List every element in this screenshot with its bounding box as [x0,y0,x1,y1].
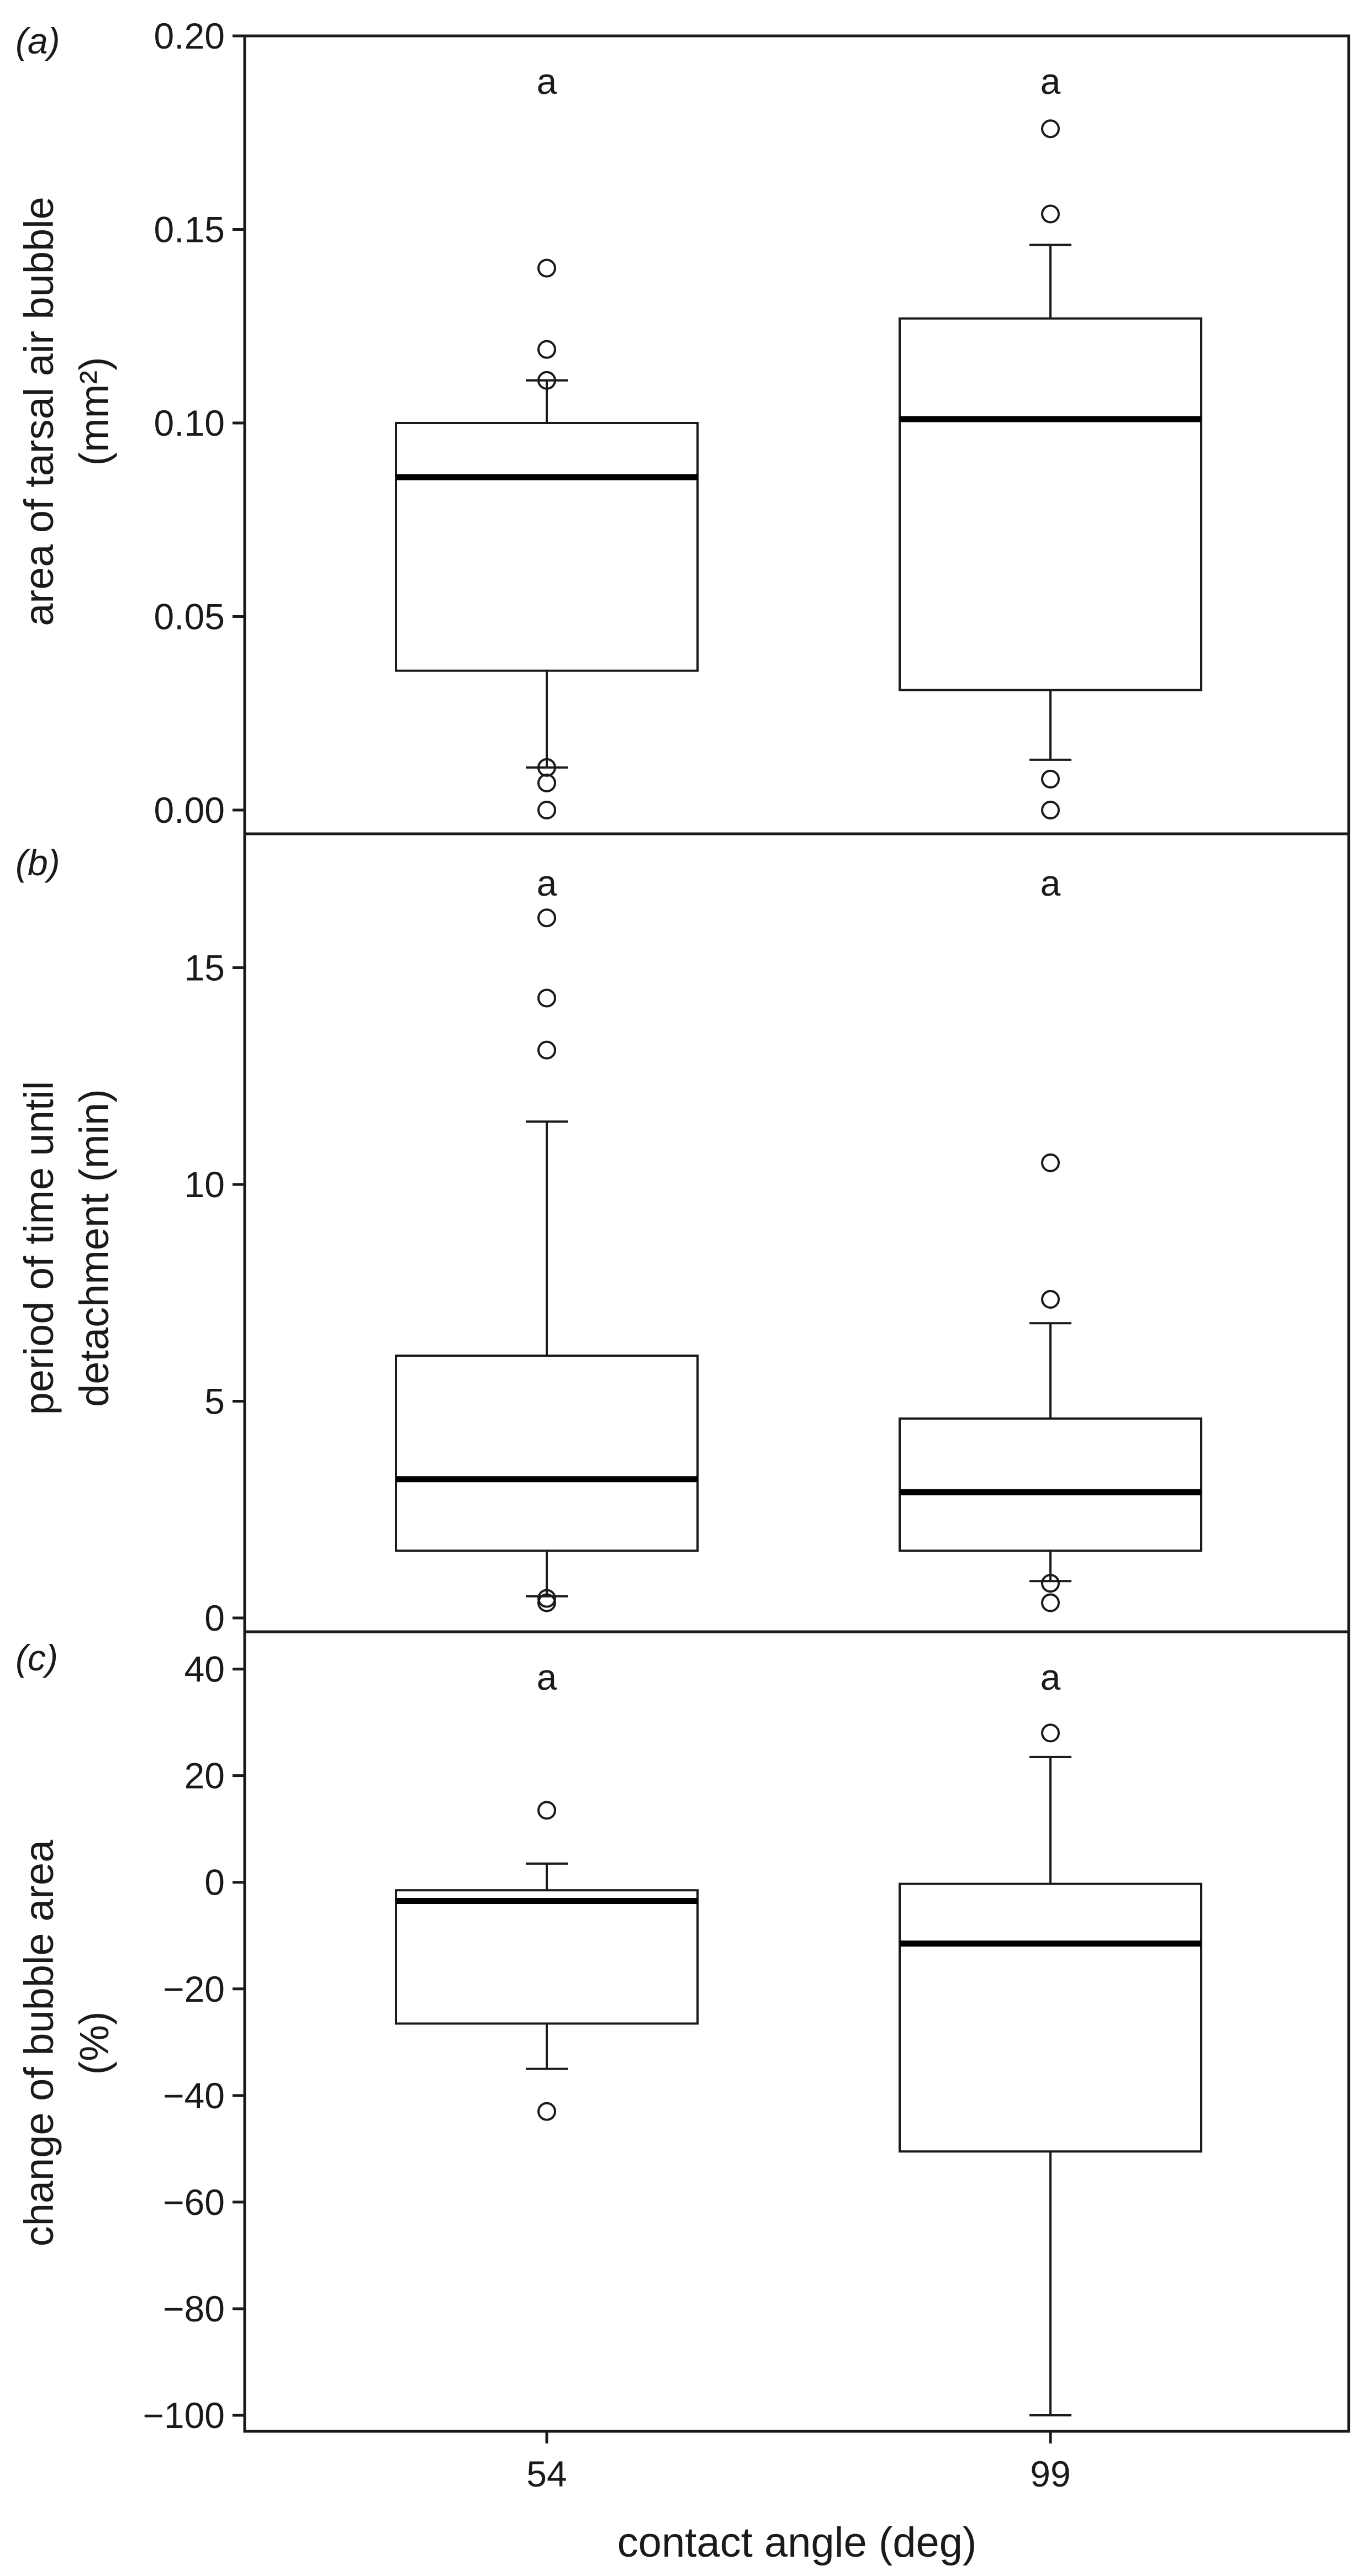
panel-b-yaxis: 0 5 10 15 [184,948,245,1638]
outlier-point [537,258,556,278]
outlier-point [537,340,556,359]
panel-c-xaxis: 54 99 [526,2431,1071,2494]
outlier-point [537,1040,556,1060]
outlier-point [1041,769,1060,789]
panel-a-ytick-label: 0.10 [154,403,225,443]
outlier-point [1041,1723,1060,1743]
panel-c-frame [243,1630,1350,2433]
panel-b-ylabel-line1: period of time until [16,1081,62,1415]
significance-letter: a [1040,863,1061,903]
iqr-box [899,1417,1202,1552]
panel-c-ytick-label: 20 [184,1755,225,1796]
panel-c-ytick-label: −20 [163,1969,225,2009]
significance-letter: a [1040,61,1061,102]
iqr-box [899,1882,1202,2153]
iqr-box [395,422,699,672]
significance-letter: a [537,61,557,102]
panel-c-box-54: a [395,1657,699,2121]
panel-a-ytick-label: 0.00 [154,790,225,831]
panel-c-ytick-label: −40 [163,2075,225,2116]
outlier-point [1041,1574,1060,1593]
panel-b: (b) period of time until detachment (min… [15,832,1350,1638]
iqr-box [395,1355,699,1552]
significance-letter: a [537,1657,557,1697]
panel-a-ylabel-line2: (mm²) [71,357,117,466]
panel-c-ytick-label: −100 [142,2395,225,2436]
panel-b-ytick-label: 0 [204,1598,225,1638]
outlier-point [537,1801,556,1820]
outlier-point [537,2102,556,2121]
outlier-point [537,371,556,390]
x-axis-label: contact angle (deg) [617,2519,977,2566]
outlier-point [537,1589,556,1608]
iqr-box [395,1889,699,2025]
panel-a-yaxis: 0.00 0.05 0.10 0.15 0.20 [154,15,245,831]
panel-c-ylabel-line2: (%) [71,2011,117,2075]
panel-c-ytick-label: −80 [163,2288,225,2329]
panel-b-box-54: a [395,863,699,1612]
panel-b-ytick-label: 15 [184,948,225,988]
outlier-point [537,988,556,1008]
panel-c-ytick-label: 40 [184,1649,225,1690]
outlier-point [1041,1153,1060,1172]
panel-c-label: (c) [15,1637,58,1678]
panel-a: (a) area of tarsal air bubble (mm²) 0.00… [15,15,1350,835]
panel-b-ytick-label: 10 [184,1164,225,1205]
outlier-point [1041,204,1060,224]
panel-b-label: (b) [15,842,60,883]
outlier-point [537,773,556,792]
panel-b-box-99: a [899,863,1202,1612]
significance-letter: a [537,863,557,903]
xtick-label: 54 [526,2453,567,2494]
panel-c-ylabel-line1: change of bubble area [16,1839,62,2246]
panel-a-ytick-label: 0.15 [154,209,225,250]
panel-c-ytick-label: 0 [204,1862,225,1903]
outlier-point [1041,119,1060,139]
panel-b-ytick-label: 5 [204,1381,225,1422]
panel-b-ylabel-line2: detachment (min) [71,1089,117,1407]
outlier-point [537,908,556,928]
outlier-point [537,758,556,777]
outlier-point [1041,1290,1060,1309]
panel-a-box-99: a [899,61,1202,819]
significance-letter: a [1040,1657,1061,1697]
outlier-point [1041,1593,1060,1612]
panel-a-box-54: a [395,61,699,819]
panel-a-ylabel-line1: area of tarsal air bubble [16,197,62,626]
panel-c-yaxis: 40 20 0 −20 −40 −60 −80 −100 [142,1649,245,2436]
panel-c-ytick-label: −60 [163,2182,225,2223]
panel-a-ytick-label: 0.05 [154,596,225,637]
iqr-box [899,317,1202,691]
panel-c-box-99: a [899,1657,1202,2417]
xtick-label: 99 [1030,2453,1070,2494]
outlier-point [1041,801,1060,819]
panel-a-label: (a) [15,20,60,61]
panel-c: (c) change of bubble area (%) 40 20 0 −20 −4… [15,1630,1350,2566]
panel-a-ytick-label: 0.20 [154,15,225,56]
outlier-point [537,801,556,819]
